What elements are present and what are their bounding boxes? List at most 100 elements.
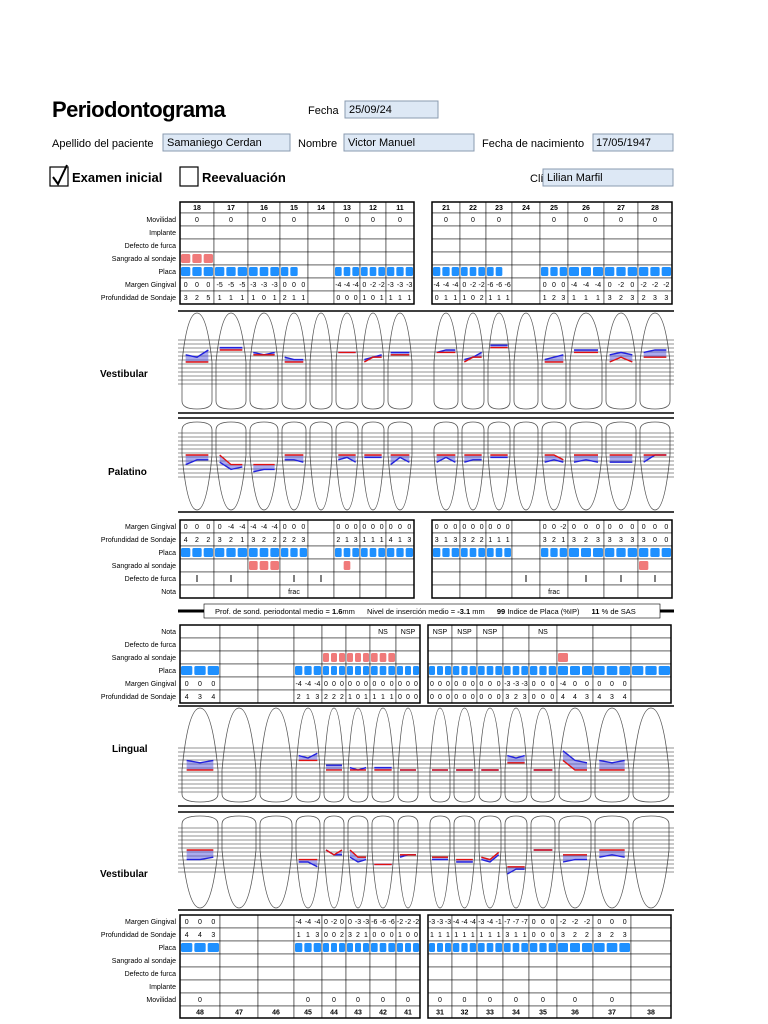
indicator (558, 653, 568, 662)
row-label: Nota (161, 629, 176, 636)
tooth-number: 17 (227, 205, 235, 212)
cell (511, 264, 541, 279)
cell-value: 0 (664, 524, 668, 531)
cell (451, 953, 478, 968)
tooth-number: 16 (260, 205, 268, 212)
cell (511, 290, 541, 305)
cell (637, 251, 673, 266)
indicator (192, 548, 202, 557)
cell (293, 637, 323, 652)
cell (279, 225, 309, 240)
cell (321, 953, 347, 968)
indicator (281, 267, 289, 276)
cell-value: 0 (262, 217, 266, 224)
probing-line (390, 456, 410, 466)
tooth-number: 11 (396, 205, 404, 212)
tooth-number: 25 (550, 205, 558, 212)
cell (485, 558, 513, 573)
row-label: Implante (149, 984, 176, 991)
cell (279, 251, 309, 266)
tooth (461, 312, 485, 410)
indicator (521, 943, 528, 952)
cell (307, 584, 335, 599)
tooth (541, 312, 567, 410)
cell-value: -2 (560, 524, 566, 531)
cell-value: 0 (389, 524, 393, 531)
cell-value: -4 (250, 524, 256, 531)
cell-value: 1 (398, 932, 402, 939)
cell-value: 0 (610, 997, 614, 1004)
cell (567, 251, 605, 266)
indicator (226, 267, 236, 276)
tooth (309, 312, 333, 410)
cell-value: 3 (523, 694, 527, 701)
row-label: Defecto de furca (125, 243, 176, 250)
cell-value: 1 (389, 295, 393, 302)
indicator (363, 943, 369, 952)
indicator (558, 666, 568, 675)
cell (345, 953, 371, 968)
tooth (487, 312, 511, 410)
indicator (487, 548, 494, 557)
cell (359, 558, 387, 573)
probing-line (298, 861, 318, 868)
cell-value: 1 (380, 295, 384, 302)
indicator (619, 943, 630, 952)
cell (219, 914, 259, 929)
cell (459, 225, 487, 240)
cell-value: 0 (398, 217, 402, 224)
tooth-number: 43 (354, 1009, 362, 1016)
indicator (361, 548, 368, 557)
cell (485, 238, 513, 253)
cell-value: 0 (596, 524, 600, 531)
summary-label: Indice de Placa (%IP) (507, 607, 580, 616)
cell (307, 251, 335, 266)
indicator (343, 548, 351, 557)
cell-value: 1 (390, 694, 394, 701)
cell (179, 637, 221, 652)
cell-value: 3 (664, 295, 668, 302)
label: Apellido del paciente (52, 138, 154, 150)
cell (179, 966, 221, 981)
indicator (397, 943, 403, 952)
indicator (433, 267, 441, 276)
cell-value: -3 (388, 282, 394, 289)
cell-value: 3 (619, 537, 623, 544)
cell-value: -2 (663, 282, 669, 289)
section-label: Vestibular (100, 869, 148, 880)
cell-value: 0 (345, 295, 349, 302)
tooth-number: 15 (290, 205, 298, 212)
cell-value: -6 (496, 282, 502, 289)
probing-line (349, 856, 367, 863)
cell-value: 0 (406, 694, 410, 701)
checkbox[interactable] (179, 166, 199, 187)
indicator (486, 666, 494, 675)
cell (511, 545, 541, 560)
title: Periodontograma (52, 97, 226, 122)
cell-value: 0 (381, 932, 385, 939)
cell-value: 1 (584, 295, 588, 302)
tooth (281, 312, 307, 410)
cell-value: -4 (314, 681, 320, 688)
indicator (388, 653, 395, 662)
pocket-area (185, 350, 209, 362)
row-label: Profundidad de Sondaje (101, 694, 176, 701)
cell-value: 3 (301, 537, 305, 544)
indicator (512, 666, 520, 675)
cell-value: 3 (435, 537, 439, 544)
table-block (179, 914, 421, 1019)
indicator (658, 666, 670, 675)
cell-value: -2 (379, 282, 385, 289)
indicator (445, 943, 451, 952)
cell-value: 0 (306, 997, 310, 1004)
indicator (369, 267, 377, 276)
cell-value: 2 (585, 932, 589, 939)
indicator (371, 943, 378, 952)
indicator (550, 267, 558, 276)
cell-value: 3 (653, 295, 657, 302)
cell-value: 0 (543, 524, 547, 531)
tooth (605, 421, 637, 511)
cell-value: 4 (597, 694, 601, 701)
tooth-number: 42 (379, 1009, 387, 1016)
cell-value: 2 (356, 932, 360, 939)
